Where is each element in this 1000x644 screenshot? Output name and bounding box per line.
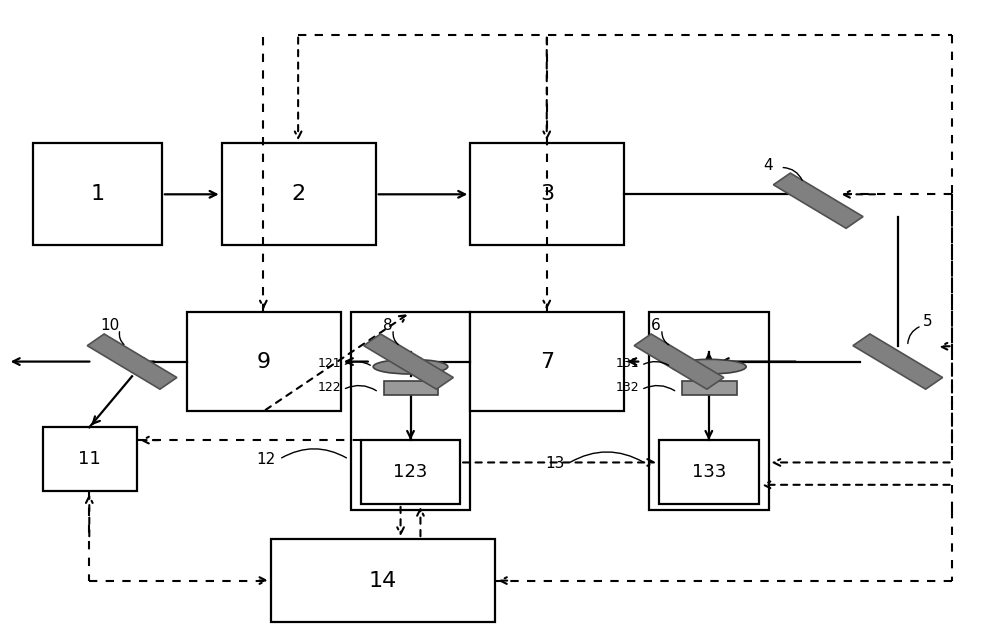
Bar bbox=[649, 312, 769, 510]
Bar bbox=[384, 381, 438, 395]
Ellipse shape bbox=[373, 359, 448, 374]
Text: 6: 6 bbox=[651, 317, 661, 333]
Text: 132: 132 bbox=[616, 381, 639, 394]
Bar bbox=[33, 143, 162, 245]
Text: 121: 121 bbox=[317, 357, 341, 370]
Text: 13: 13 bbox=[545, 456, 564, 471]
Polygon shape bbox=[364, 334, 453, 389]
Text: 7: 7 bbox=[540, 352, 554, 372]
Bar bbox=[43, 428, 137, 491]
Bar bbox=[470, 312, 624, 412]
Polygon shape bbox=[87, 334, 177, 389]
Text: 123: 123 bbox=[393, 463, 428, 481]
Text: 122: 122 bbox=[317, 381, 341, 394]
Polygon shape bbox=[773, 173, 863, 229]
Text: 10: 10 bbox=[101, 317, 120, 333]
Bar bbox=[271, 539, 495, 622]
Text: 14: 14 bbox=[369, 571, 397, 591]
Bar bbox=[659, 440, 759, 504]
Bar bbox=[222, 143, 376, 245]
Text: 131: 131 bbox=[616, 357, 639, 370]
Bar bbox=[470, 143, 624, 245]
Text: 133: 133 bbox=[692, 463, 726, 481]
Text: 8: 8 bbox=[383, 317, 392, 333]
Text: 12: 12 bbox=[257, 451, 276, 467]
Bar bbox=[351, 312, 470, 510]
Text: 9: 9 bbox=[257, 352, 271, 372]
Text: 11: 11 bbox=[78, 450, 101, 468]
Text: 1: 1 bbox=[90, 184, 104, 204]
Ellipse shape bbox=[672, 359, 746, 374]
Polygon shape bbox=[634, 334, 724, 389]
Text: 4: 4 bbox=[764, 158, 773, 173]
Bar bbox=[187, 312, 341, 412]
Polygon shape bbox=[853, 334, 943, 389]
Text: 5: 5 bbox=[923, 314, 932, 330]
Bar bbox=[682, 381, 737, 395]
Text: 3: 3 bbox=[540, 184, 554, 204]
Bar bbox=[361, 440, 460, 504]
Text: 2: 2 bbox=[292, 184, 306, 204]
